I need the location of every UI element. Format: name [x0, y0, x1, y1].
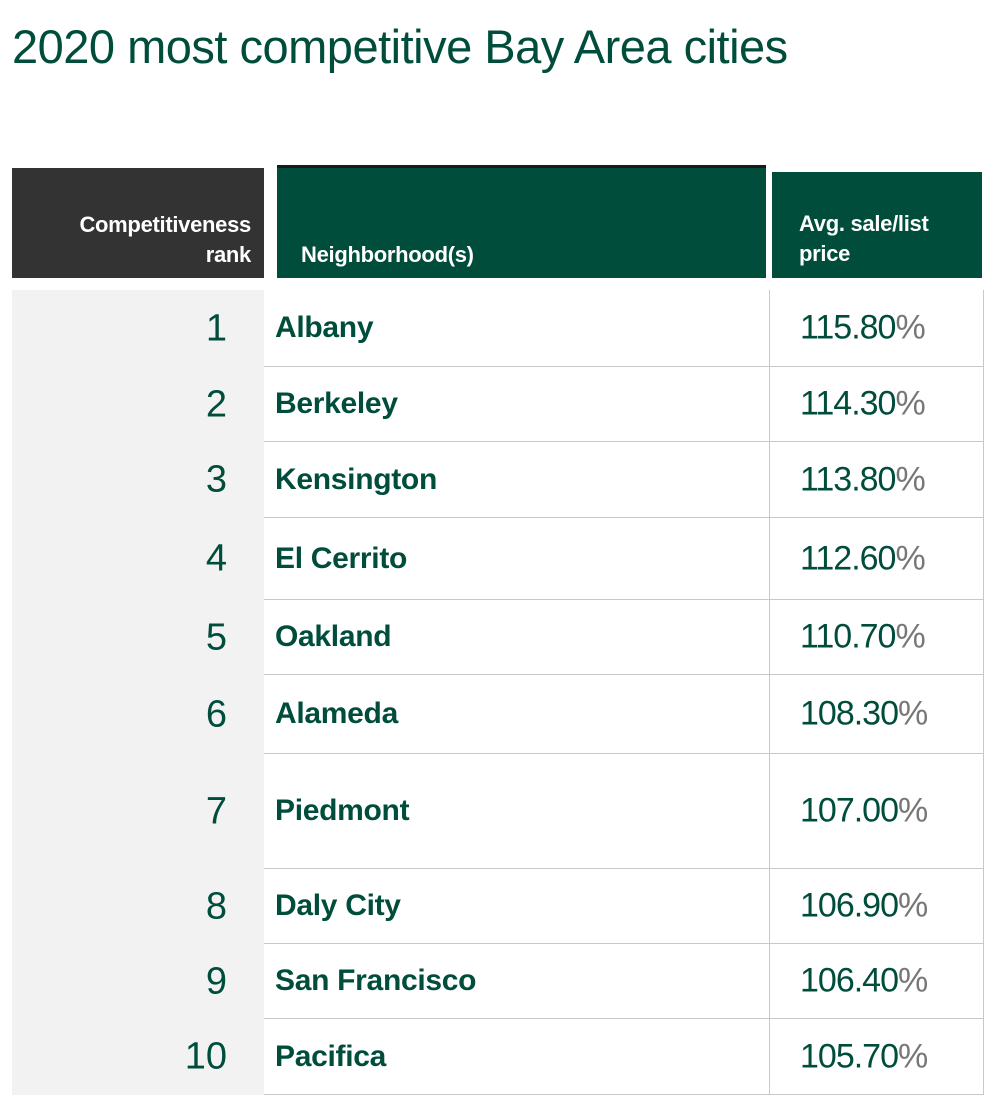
price-cell: 115.80%: [769, 290, 984, 367]
price-value: 107.00: [800, 791, 899, 830]
neighborhood-name: Pacifica: [275, 1039, 387, 1073]
price-value: 113.80: [800, 460, 896, 498]
column-header-neighborhood: Neighborhood(s): [277, 165, 766, 278]
neighborhood-name: Piedmont: [275, 794, 410, 827]
rank-cell: 7: [205, 790, 227, 832]
price-cell: 114.30%: [769, 367, 984, 442]
table-row: 10 Pacifica 105.70%: [12, 1019, 984, 1095]
price-cell: 106.40%: [769, 944, 984, 1019]
neighborhood-cell: San Francisco: [264, 944, 769, 1019]
column-header-rank-line1: Competitiveness: [79, 212, 251, 237]
percent-sign: %: [895, 308, 925, 347]
rank-cell: 4: [205, 537, 227, 580]
price-value: 115.80: [800, 308, 896, 347]
neighborhood-name: Berkeley: [275, 387, 398, 420]
rank-cell: 8: [205, 885, 227, 927]
price-value: 108.30: [800, 694, 899, 733]
rank-cell: 6: [205, 693, 227, 735]
neighborhood-name: San Francisco: [275, 964, 477, 997]
price-cell: 113.80%: [769, 442, 984, 518]
price-cell: 106.90%: [769, 869, 984, 944]
table-row: 3 Kensington 113.80%: [12, 442, 984, 518]
rank-cell: 9: [205, 960, 227, 1002]
neighborhood-cell: Daly City: [264, 869, 769, 944]
rank-column-background: [12, 290, 264, 1095]
table-row: 8 Daly City 106.90%: [12, 869, 984, 944]
neighborhood-cell: Alameda: [264, 675, 769, 754]
table-row: 6 Alameda 108.30%: [12, 675, 984, 754]
page-title: 2020 most competitive Bay Area cities: [12, 20, 788, 73]
price-cell: 107.00%: [769, 754, 984, 869]
column-header-price-line2: price: [799, 241, 851, 266]
neighborhood-cell: El Cerrito: [264, 518, 769, 600]
neighborhood-name: Alameda: [275, 697, 398, 730]
price-cell: 105.70%: [769, 1019, 984, 1095]
rank-cell: 2: [205, 383, 227, 425]
percent-sign: %: [898, 961, 928, 1000]
column-header-rank: Competitiveness rank: [12, 168, 264, 278]
neighborhood-name: El Cerrito: [275, 541, 408, 575]
table-row: 1 Albany 115.80%: [12, 290, 984, 367]
price-value: 106.90: [800, 886, 899, 925]
table-row: 7 Piedmont 107.00%: [12, 754, 984, 869]
percent-sign: %: [898, 1037, 928, 1075]
table-row: 2 Berkeley 114.30%: [12, 367, 984, 442]
rank-cell: 1: [205, 307, 227, 349]
price-cell: 110.70%: [769, 600, 984, 675]
percent-sign: %: [895, 460, 925, 498]
neighborhood-name: Kensington: [275, 462, 437, 496]
column-header-price: Avg. sale/list price: [772, 172, 982, 278]
rank-cell: 5: [205, 616, 227, 658]
percent-sign: %: [895, 539, 925, 577]
price-value: 114.30: [800, 384, 896, 423]
neighborhood-name: Daly City: [275, 889, 401, 922]
neighborhood-name: Albany: [275, 311, 374, 344]
price-value: 105.70: [800, 1037, 899, 1075]
percent-sign: %: [895, 384, 925, 423]
table-row: 9 San Francisco 106.40%: [12, 944, 984, 1019]
price-value: 110.70: [800, 617, 896, 656]
rank-cell: 3: [205, 458, 227, 501]
price-value: 106.40: [800, 961, 899, 1000]
percent-sign: %: [898, 694, 928, 733]
percent-sign: %: [898, 791, 928, 830]
neighborhood-cell: Albany: [264, 290, 769, 367]
rank-cell: 10: [184, 1035, 227, 1078]
percent-sign: %: [895, 617, 925, 656]
neighborhood-cell: Piedmont: [264, 754, 769, 869]
percent-sign: %: [898, 886, 928, 925]
column-header-rank-line2: rank: [205, 242, 252, 267]
neighborhood-cell: Berkeley: [264, 367, 769, 442]
column-header-price-line1: Avg. sale/list: [799, 211, 929, 236]
table-row: 4 El Cerrito 112.60%: [12, 518, 984, 600]
neighborhood-cell: Oakland: [264, 600, 769, 675]
neighborhood-name: Oakland: [275, 620, 392, 653]
table-row: 5 Oakland 110.70%: [12, 600, 984, 675]
price-cell: 112.60%: [769, 518, 984, 600]
price-value: 112.60: [800, 539, 896, 577]
price-cell: 108.30%: [769, 675, 984, 754]
neighborhood-cell: Kensington: [264, 442, 769, 518]
neighborhood-cell: Pacifica: [264, 1019, 769, 1095]
